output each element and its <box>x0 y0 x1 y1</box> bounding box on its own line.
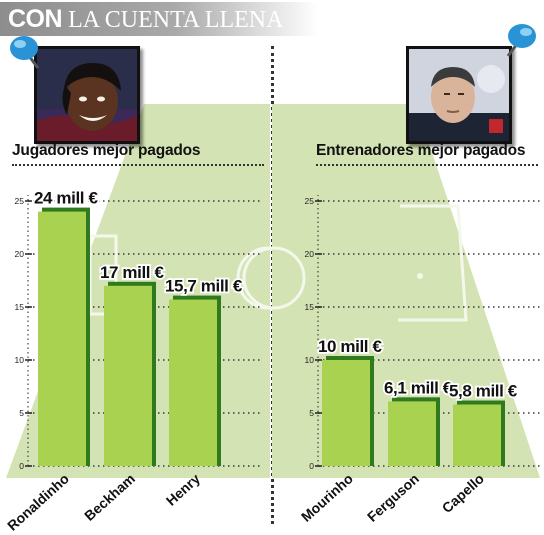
y-tick-label: 15 <box>305 302 315 312</box>
bar <box>453 404 501 466</box>
data-label: 17 mill € <box>100 263 164 282</box>
bar <box>38 211 86 466</box>
pushpin-icon <box>506 24 536 57</box>
title-underline <box>12 164 264 166</box>
header-banner: CON LA CUENTA LLENA <box>0 2 318 36</box>
y-tick-label: 10 <box>305 355 315 365</box>
data-label: 6,1 mill € <box>384 378 453 397</box>
category-label: Ferguson <box>364 470 422 525</box>
y-tick-label: 5 <box>309 408 314 418</box>
y-tick-label: 5 <box>19 408 24 418</box>
bar <box>322 360 370 466</box>
data-label: 5,8 mill € <box>449 382 518 401</box>
player-photo <box>34 46 140 144</box>
y-tick-label: 20 <box>15 249 25 259</box>
data-label: 15,7 mill € <box>165 277 243 296</box>
y-tick-label: 15 <box>15 302 25 312</box>
bar-group: 5,8 mill €Capello <box>439 380 520 516</box>
chart-title-coaches: Entrenadores mejor pagados <box>316 142 526 159</box>
bar <box>104 285 152 466</box>
y-tick-label: 0 <box>19 461 24 471</box>
y-tick-label: 20 <box>305 249 315 259</box>
pushpin-icon <box>10 36 40 69</box>
bar-group: 17 mill € Beckham <box>81 261 167 524</box>
y-tick-label: 25 <box>305 196 315 206</box>
chart-title-players: Jugadores mejor pagados <box>12 142 201 159</box>
y-tick-label: 0 <box>309 461 314 471</box>
header-bold: CON <box>8 5 63 33</box>
data-label: 24 mill € <box>34 189 98 208</box>
bar-group: 15,7 mill €Henry <box>163 275 245 509</box>
category-label: Mourinho <box>298 470 356 525</box>
y-tick-label: 10 <box>15 355 25 365</box>
bar <box>169 299 217 466</box>
category-label: Ronaldinho <box>4 470 72 533</box>
header-title: LA CUENTA LLENA <box>68 7 284 33</box>
bar <box>388 401 436 466</box>
category-label: Beckham <box>81 470 138 524</box>
coach-photo <box>406 46 512 144</box>
title-underline <box>316 164 538 166</box>
y-tick-label: 25 <box>15 196 25 206</box>
data-label: 10 mill € <box>318 337 382 356</box>
